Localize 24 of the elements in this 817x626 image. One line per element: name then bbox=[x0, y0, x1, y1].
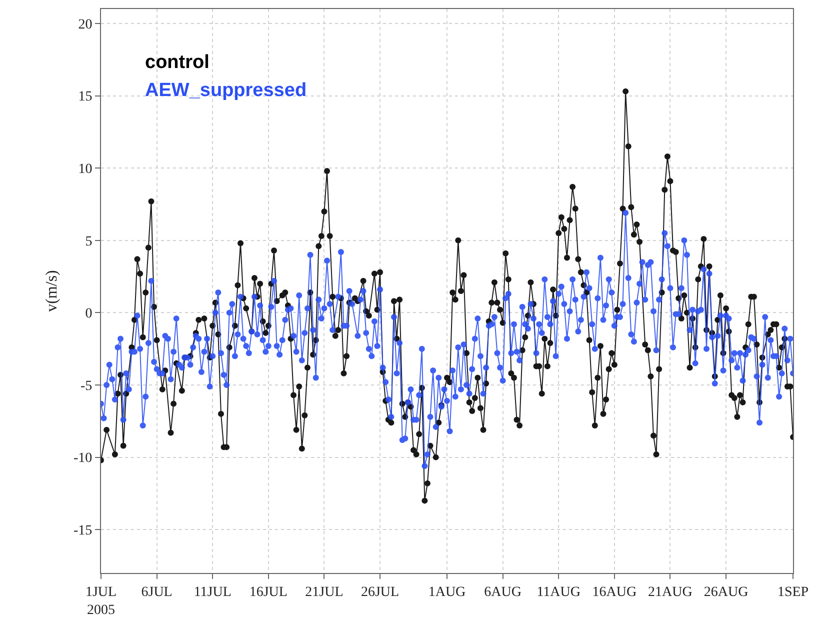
y-tick-label: 20 bbox=[78, 17, 92, 32]
y-tick-label: -5 bbox=[80, 378, 92, 394]
y-tick-label: 0 bbox=[85, 306, 92, 322]
y-tick-label: -15 bbox=[74, 524, 92, 539]
x-tick-label: 1AUG bbox=[428, 584, 466, 600]
x-tick-label: 1JUL 2005 bbox=[85, 584, 117, 618]
x-tick-label: 16JUL bbox=[249, 584, 288, 600]
y-axis-title: v(m/s) bbox=[43, 270, 60, 312]
x-tick-label: 26JUL bbox=[360, 584, 400, 600]
x-tick-label: 21AUG bbox=[648, 584, 692, 600]
y-tick-label: 5 bbox=[85, 234, 92, 250]
y-tick-label: -10 bbox=[74, 451, 92, 466]
x-tick-label: 6AUG bbox=[484, 584, 522, 600]
x-tick-label: 16AUG bbox=[592, 584, 637, 600]
x-tick-label: 1SEP bbox=[777, 584, 809, 600]
y-tick-label: 10 bbox=[78, 162, 92, 177]
x-tick-label: 26AUG bbox=[704, 584, 748, 600]
x-tick-label: 6JUL bbox=[141, 584, 172, 600]
x-tick-label: 11AUG bbox=[536, 584, 581, 600]
text: AEW_suppressed bbox=[145, 80, 307, 101]
x-tick-label: 21JUL bbox=[305, 584, 344, 600]
x-tick-label: 11JUL bbox=[194, 584, 232, 600]
y-tick-label: 15 bbox=[78, 90, 92, 105]
text: control bbox=[145, 52, 210, 73]
